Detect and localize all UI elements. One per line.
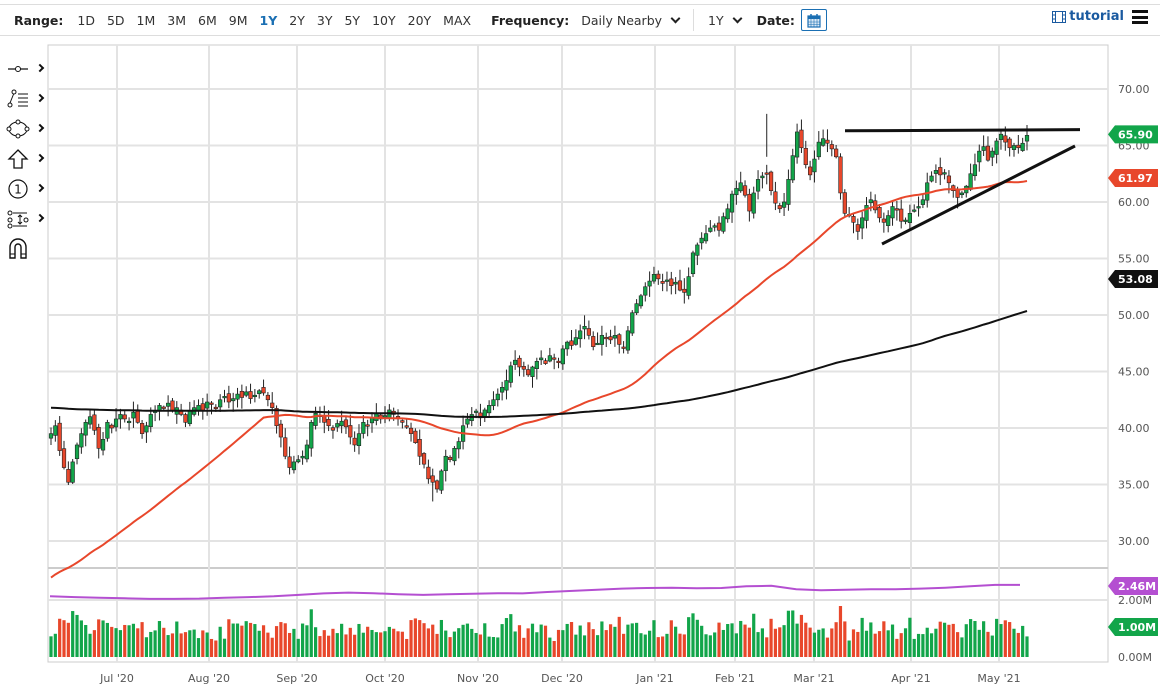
frequency-label: Frequency:	[491, 12, 570, 28]
volume-moving-average-line	[49, 583, 1020, 600]
x-tick-label: Nov '20	[457, 672, 499, 685]
svg-text:2.46M: 2.46M	[1118, 580, 1156, 593]
shapes-tool[interactable]	[6, 118, 45, 140]
range-button-1d[interactable]: 1D	[77, 12, 95, 28]
candles	[48, 113, 1030, 502]
plot-frame	[47, 44, 1109, 663]
y-tick-label: 35.00	[1118, 479, 1150, 492]
x-tick-label: Apr '21	[891, 672, 931, 685]
date-label: Date:	[756, 12, 795, 28]
range-button-2y[interactable]: 2Y	[289, 12, 305, 28]
resistance-trendline[interactable]	[844, 128, 1081, 133]
volume-last-tag: 1.00M	[1108, 618, 1158, 636]
range-button-5y[interactable]: 5Y	[344, 12, 361, 28]
volume-tick-label: 2.00M	[1118, 594, 1152, 607]
frequency-select[interactable]: Daily Nearby	[581, 12, 663, 28]
y-tick-label: 40.00	[1118, 422, 1150, 435]
volume-bars	[49, 606, 1029, 657]
tutorial-label: tutorial	[1069, 9, 1124, 24]
support-trendline[interactable]	[881, 144, 1076, 246]
range-button-10y[interactable]: 10Y	[372, 12, 396, 28]
range-button-1y[interactable]: 1Y	[259, 12, 278, 28]
range-button-max[interactable]: MAX	[443, 12, 472, 28]
polygon-nodes-icon	[6, 119, 30, 139]
svg-text:1.00M: 1.00M	[1118, 621, 1156, 634]
x-tick-label: Aug '20	[188, 672, 230, 685]
hamburger-icon[interactable]	[1132, 10, 1148, 24]
annotation-tool[interactable]: 1	[6, 178, 45, 200]
circled-one-icon: 1	[8, 179, 28, 199]
range-button-1m[interactable]: 1M	[136, 12, 156, 28]
up-arrow-icon	[7, 149, 29, 169]
moving-average-200-line	[50, 310, 1028, 418]
svg-text:65.90: 65.90	[1118, 128, 1153, 141]
svg-text:1: 1	[14, 183, 22, 197]
range-button-3m[interactable]: 3M	[167, 12, 187, 28]
measure-icon	[7, 210, 29, 229]
volume-ma-tag: 2.46M	[1108, 577, 1158, 595]
range-button-3y[interactable]: 3Y	[316, 12, 333, 28]
line-node-icon	[8, 66, 28, 72]
fib-lines-icon	[7, 89, 28, 108]
x-tick-label: Oct '20	[365, 672, 405, 685]
tutorial-link[interactable]: tutorial	[1052, 9, 1124, 24]
ma50-value-tag: 61.97	[1108, 169, 1158, 187]
x-tick-label: Sep '20	[276, 672, 317, 685]
volume-tick-label: 0.00M	[1118, 651, 1152, 664]
fibonacci-tool[interactable]	[6, 88, 45, 110]
y-tick-label: 50.00	[1118, 309, 1150, 322]
x-tick-label: Feb '21	[715, 672, 755, 685]
x-tick-label: Dec '20	[541, 672, 583, 685]
y-tick-label: 55.00	[1118, 253, 1150, 266]
y-tick-label: 30.00	[1118, 535, 1150, 548]
measure-tool[interactable]	[6, 208, 45, 230]
range-button-6m[interactable]: 6M	[198, 12, 217, 28]
arrow-tool[interactable]	[6, 148, 45, 170]
calendar-button[interactable]	[800, 9, 827, 31]
crosshair-tool[interactable]	[6, 58, 45, 80]
toolbar: Range: 1D 5D 1M 3M 6M 9M 1Y 2Y 3Y 5Y 10Y 20Y MAX Fre…	[0, 4, 1160, 36]
y-tick-label: 45.00	[1118, 366, 1150, 379]
moving-average-50-line	[50, 180, 1028, 579]
magnet-icon	[9, 238, 27, 259]
y-tick-label: 60.00	[1118, 196, 1150, 209]
range-button-9m[interactable]: 9M	[228, 12, 248, 28]
range-button-20y[interactable]: 20Y	[407, 12, 432, 28]
range-label: Range:	[14, 12, 64, 28]
film-icon	[1052, 10, 1067, 23]
last-price-tag: 65.90	[1108, 125, 1158, 144]
range-buttons: 1D 5D 1M 3M 6M 9M 1Y 2Y 3Y 5Y 10Y 20Y MAX	[71, 13, 477, 28]
period-select[interactable]: 1Y	[708, 12, 724, 28]
range-button-5d[interactable]: 5D	[106, 12, 125, 28]
divider	[693, 9, 695, 31]
magnet-tool[interactable]	[6, 238, 44, 260]
ma200-value-tag: 53.08	[1108, 270, 1158, 288]
x-tick-label: Jul '20	[99, 672, 134, 685]
calendar-icon	[807, 13, 821, 28]
x-tick-label: Mar '21	[793, 672, 834, 685]
svg-text:53.08: 53.08	[1118, 273, 1153, 286]
x-tick-label: May '21	[977, 672, 1020, 685]
svg-text:61.97: 61.97	[1118, 172, 1153, 185]
y-tick-label: 70.00	[1118, 83, 1150, 96]
x-tick-label: Jan '21	[635, 672, 673, 685]
